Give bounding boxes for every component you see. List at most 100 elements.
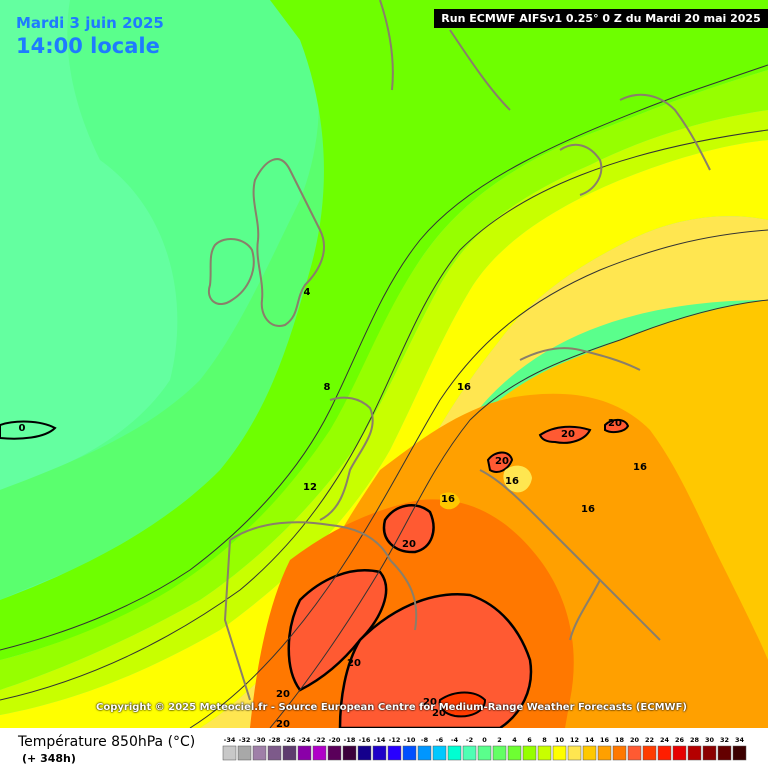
legend-tick-label: 32 bbox=[720, 736, 729, 744]
legend-tick-label: 22 bbox=[645, 736, 654, 744]
legend-swatch bbox=[552, 745, 567, 761]
isotherm-4 bbox=[0, 64, 768, 651]
legend-tick-label: 28 bbox=[690, 736, 700, 744]
label-12: 12 bbox=[303, 482, 317, 493]
label-20-a: 20 bbox=[608, 418, 622, 429]
legend-tick-label: 26 bbox=[675, 736, 685, 744]
forecast-hours: (+ 348h) bbox=[22, 752, 76, 765]
legend-tick-label: -32 bbox=[239, 736, 251, 744]
label-16-b: 16 bbox=[505, 476, 519, 487]
legend-swatch bbox=[507, 745, 522, 761]
legend-swatch bbox=[477, 745, 492, 761]
zone-aqua bbox=[0, 0, 178, 490]
zone-16-cool-spot bbox=[503, 465, 532, 493]
legend-tick-label: 18 bbox=[615, 736, 625, 744]
legend-tick-label: -20 bbox=[329, 736, 341, 744]
legend-tick-label: 0 bbox=[482, 736, 487, 744]
legend-tick-label: -6 bbox=[436, 736, 444, 744]
legend-swatch bbox=[612, 745, 627, 761]
zone-cold-pocket bbox=[0, 420, 57, 440]
label-20-f: 20 bbox=[276, 689, 290, 700]
legend-tick-label: 24 bbox=[660, 736, 670, 744]
legend-tick-label: 12 bbox=[570, 736, 579, 744]
legend-swatch bbox=[252, 745, 267, 761]
isotherm-12 bbox=[189, 229, 768, 728]
legend-swatch bbox=[732, 745, 747, 761]
forecast-date: Mardi 3 juin 2025 bbox=[16, 14, 164, 32]
zone-22-alps-1 bbox=[538, 425, 592, 444]
label-20-b: 20 bbox=[561, 429, 575, 440]
color-scale-legend: -34 -32 -30 -28 -26 -24 -22 -20 -18 -16 -14 -12 -10-… bbox=[222, 736, 747, 761]
legend-tick-label: 6 bbox=[527, 736, 532, 744]
legend-tick-label: 2 bbox=[497, 736, 502, 744]
legend-tick-label: 4 bbox=[512, 736, 517, 744]
label-16-d: 16 bbox=[633, 462, 647, 473]
label-16-c: 16 bbox=[441, 494, 455, 505]
label-20-c: 20 bbox=[495, 456, 509, 467]
label-20-h: 20 bbox=[423, 697, 437, 708]
legend-swatch bbox=[387, 745, 402, 761]
label-8: 8 bbox=[324, 382, 331, 393]
zone-4-6 bbox=[0, 0, 768, 660]
legend-tick-label: 34 bbox=[735, 736, 745, 744]
legend-swatch bbox=[432, 745, 447, 761]
zone-22-med bbox=[438, 691, 487, 718]
legend-tick-label: 14 bbox=[585, 736, 595, 744]
legend-tick-label: -12 bbox=[389, 736, 401, 744]
legend-tick-label: -2 bbox=[466, 736, 473, 744]
label-0: 0 bbox=[19, 423, 26, 434]
legend-tick-label: -28 bbox=[269, 736, 281, 744]
legend-tick-label: -14 bbox=[374, 736, 386, 744]
label-20-i: 20 bbox=[432, 708, 446, 719]
legend-swatch bbox=[297, 745, 312, 761]
legend-swatch bbox=[537, 745, 552, 761]
legend-swatch bbox=[267, 745, 282, 761]
legend-swatch bbox=[567, 745, 582, 761]
legend-swatch bbox=[702, 745, 717, 761]
isotherm-labels: 4 8 12 16 20 20 20 20 16 16 16 16 20 20 … bbox=[19, 287, 647, 728]
legend-swatch bbox=[342, 745, 357, 761]
map-footer: Température 850hPa (°C) (+ 348h) -34 -32-… bbox=[0, 728, 768, 768]
zone-8 bbox=[0, 70, 768, 690]
legend-tick-label: -10 bbox=[404, 736, 416, 744]
label-16-a: 16 bbox=[457, 382, 471, 393]
legend-tick-label: 20 bbox=[630, 736, 640, 744]
legend-swatch bbox=[312, 745, 327, 761]
temperature-map: 4 8 12 16 20 20 20 20 16 16 16 16 20 20 … bbox=[0, 0, 768, 728]
legend-tick-label: -22 bbox=[314, 736, 326, 744]
label-20-g: 20 bbox=[276, 719, 290, 728]
isotherm-16 bbox=[269, 299, 768, 728]
legend-tick-label: -26 bbox=[284, 736, 296, 744]
model-run-info: Run ECMWF AIFSv1 0.25° 0 Z du Mardi 20 m… bbox=[434, 9, 768, 28]
legend-swatch bbox=[522, 745, 537, 761]
zone-22-alps-3 bbox=[486, 451, 514, 473]
parameter-title: Température 850hPa (°C) bbox=[18, 734, 196, 750]
legend-tick-label: 16 bbox=[600, 736, 610, 744]
legend-tick-label: -34 bbox=[224, 736, 236, 744]
forecast-time: 14:00 locale bbox=[16, 34, 160, 58]
legend-swatch bbox=[222, 745, 237, 761]
legend-tick-label: 10 bbox=[555, 736, 565, 744]
legend-swatch bbox=[642, 745, 657, 761]
legend-tick-label: 8 bbox=[542, 736, 547, 744]
isotherm-8 bbox=[0, 129, 768, 701]
legend-tick-label: -4 bbox=[451, 736, 459, 744]
legend-swatch bbox=[597, 745, 612, 761]
legend-swatch bbox=[582, 745, 597, 761]
legend-swatch bbox=[657, 745, 672, 761]
label-20-d: 20 bbox=[402, 539, 416, 550]
label-4: 4 bbox=[304, 287, 311, 298]
legend-swatch bbox=[462, 745, 477, 761]
legend-tick-label: -30 bbox=[254, 736, 266, 744]
legend-swatch bbox=[417, 745, 432, 761]
legend-tick-label: -16 bbox=[359, 736, 371, 744]
legend-swatch bbox=[627, 745, 642, 761]
coastlines bbox=[207, 0, 711, 701]
legend-tick-label: -8 bbox=[421, 736, 429, 744]
legend-swatch bbox=[402, 745, 417, 761]
zone-22-alps-2 bbox=[604, 418, 630, 434]
zone-16-cool-spot-2 bbox=[440, 492, 460, 510]
zone-22-south bbox=[338, 593, 533, 728]
legend-swatch bbox=[687, 745, 702, 761]
